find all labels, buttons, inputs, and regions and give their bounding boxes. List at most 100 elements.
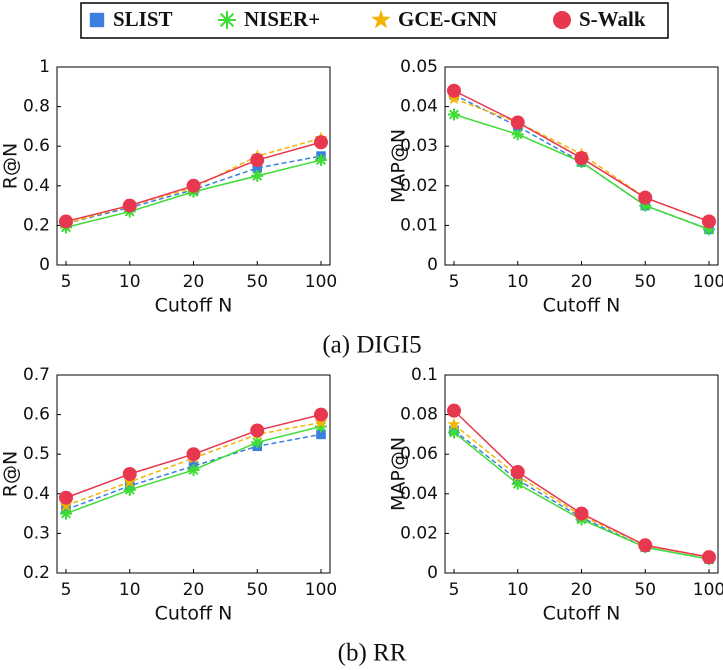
x-tick-label: 100 (305, 580, 337, 600)
marker-square (89, 12, 105, 28)
legend-label: SLIST (113, 7, 173, 31)
marker-asterisk (60, 507, 72, 520)
y-tick-label: 0.06 (400, 444, 438, 464)
marker-star (371, 9, 391, 29)
y-axis-label: MAP@N (388, 437, 410, 511)
marker-circle (59, 214, 73, 229)
y-tick-label: 0.03 (400, 136, 438, 156)
marker-circle (638, 190, 653, 205)
series-line (453, 429, 710, 560)
marker-circle (447, 403, 461, 418)
marker-star (123, 475, 137, 488)
x-tick-label: 20 (183, 580, 205, 600)
marker-star (447, 417, 461, 431)
x-axis-label: Cutoff N (155, 295, 233, 317)
marker-circle (250, 153, 265, 168)
x-tick-label: 100 (693, 272, 723, 292)
marker-circle (447, 83, 461, 98)
x-tick-label: 5 (61, 580, 72, 600)
caption: (b) RR (338, 640, 407, 667)
x-tick-label: 50 (246, 272, 268, 292)
x-axis-label: Cutoff N (155, 603, 233, 625)
series-line (453, 113, 710, 231)
x-tick-label: 5 (449, 272, 460, 292)
y-tick-label: 0 (427, 563, 438, 583)
marker-star (314, 415, 328, 429)
x-tick-label: 100 (305, 272, 337, 292)
marker-circle (553, 11, 571, 29)
y-tick-label: 0.2 (23, 563, 50, 583)
marker-circle (510, 115, 525, 130)
plot-area (444, 374, 719, 574)
marker-asterisk (315, 420, 327, 433)
marker-circle (186, 178, 201, 193)
x-tick-label: 10 (119, 272, 141, 292)
y-axis-label: R@N (0, 143, 22, 189)
marker-asterisk (448, 108, 460, 121)
marker-asterisk (187, 464, 200, 477)
marker-asterisk (315, 154, 327, 167)
y-tick-label: 0.7 (23, 365, 50, 385)
marker-circle (574, 151, 589, 166)
x-axis-label: Cutoff N (543, 603, 621, 625)
marker-circle (510, 465, 525, 480)
marker-circle (250, 423, 265, 438)
marker-circle (59, 490, 73, 505)
marker-asterisk (123, 483, 136, 496)
marker-asterisk (218, 11, 236, 29)
y-tick-label: 0.02 (400, 176, 438, 196)
y-tick-label: 0.2 (23, 215, 50, 235)
marker-square (252, 163, 263, 173)
y-tick-label: 0.6 (23, 136, 50, 156)
y-tick-label: 1 (39, 57, 50, 77)
marker-circle (314, 407, 328, 422)
marker-circle (702, 214, 716, 229)
y-tick-label: 0 (39, 255, 50, 275)
y-axis-label: R@N (0, 451, 22, 497)
x-tick-label: 10 (507, 580, 529, 600)
marker-square (316, 429, 326, 440)
y-tick-label: 0.4 (23, 484, 50, 504)
marker-circle (122, 467, 137, 481)
legend-label: GCE-GNN (398, 7, 497, 31)
x-tick-label: 10 (507, 272, 529, 292)
y-tick-label: 0 (427, 255, 438, 275)
y-tick-label: 0.05 (400, 57, 438, 77)
marker-asterisk (639, 199, 652, 212)
y-tick-label: 0.3 (23, 523, 50, 543)
marker-asterisk (251, 169, 264, 182)
x-axis-label: Cutoff N (543, 295, 621, 317)
y-tick-label: 0.08 (400, 405, 438, 425)
marker-circle (574, 506, 589, 521)
x-tick-label: 5 (449, 580, 460, 600)
y-tick-label: 0.4 (23, 176, 50, 196)
y-tick-label: 0.02 (400, 523, 438, 543)
marker-circle (702, 550, 716, 565)
marker-circle (314, 135, 328, 150)
x-tick-label: 50 (634, 272, 656, 292)
y-tick-label: 0.01 (400, 215, 438, 235)
x-tick-label: 10 (119, 580, 141, 600)
marker-circle (186, 447, 201, 462)
marker-asterisk (703, 223, 715, 236)
marker-circle (638, 538, 653, 553)
y-tick-label: 0.1 (411, 365, 438, 385)
y-tick-label: 0.6 (23, 405, 50, 425)
series-line (453, 410, 710, 558)
x-tick-label: 50 (634, 580, 656, 600)
legend-label: S-Walk (579, 7, 646, 31)
x-tick-label: 20 (183, 272, 205, 292)
plot-area (56, 66, 331, 266)
caption: (a) DIGI5 (322, 332, 421, 359)
y-tick-label: 0.5 (23, 444, 50, 464)
x-tick-label: 20 (571, 580, 593, 600)
marker-asterisk (448, 426, 460, 439)
marker-star (59, 498, 73, 512)
y-tick-label: 0.04 (400, 97, 438, 117)
series-line (453, 423, 710, 558)
marker-circle (122, 198, 137, 213)
y-axis-label: MAP@N (388, 129, 410, 203)
marker-asterisk (251, 436, 264, 449)
series-line (453, 431, 710, 560)
